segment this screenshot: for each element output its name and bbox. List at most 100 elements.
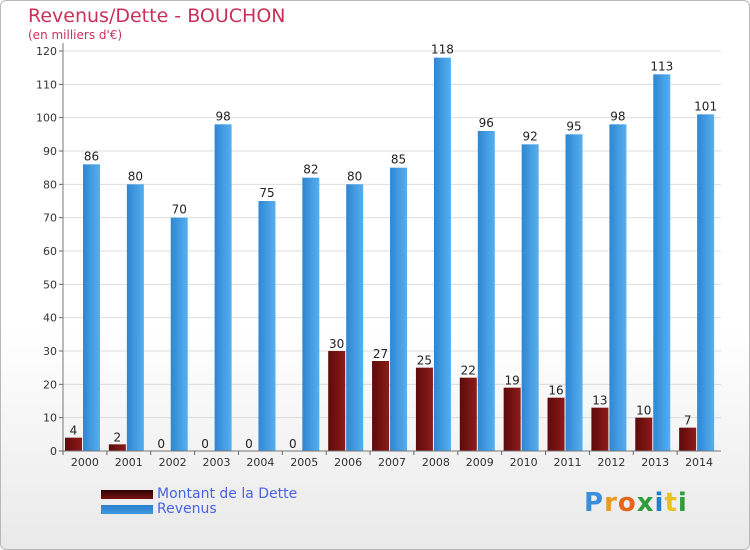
y-tick-label: 70 bbox=[43, 212, 57, 225]
y-tick-label: 20 bbox=[43, 378, 57, 391]
label-revenus-2007: 85 bbox=[391, 153, 406, 167]
label-dette-2013: 10 bbox=[636, 404, 651, 418]
label-dette-2001: 2 bbox=[114, 430, 122, 444]
x-tick-label-2004: 2004 bbox=[246, 456, 274, 469]
bar-revenus-2011 bbox=[565, 134, 583, 452]
logo-letter: r bbox=[604, 488, 618, 518]
logo-letter: i bbox=[677, 488, 688, 518]
label-revenus-2011: 95 bbox=[566, 119, 581, 133]
logo-letter: x bbox=[636, 488, 655, 518]
y-tick-label: 100 bbox=[36, 112, 57, 125]
label-revenus-2003: 98 bbox=[215, 109, 230, 123]
label-revenus-2010: 92 bbox=[523, 129, 538, 143]
label-revenus-2002: 70 bbox=[172, 203, 187, 217]
bar-dette-2013 bbox=[635, 417, 653, 451]
label-dette-2000: 4 bbox=[70, 424, 78, 438]
label-dette-2014: 7 bbox=[684, 414, 692, 428]
bar-revenus-2014 bbox=[697, 114, 715, 451]
logo-letter: t bbox=[664, 488, 678, 518]
bar-dette-2008 bbox=[415, 367, 433, 451]
bar-revenus-2009 bbox=[477, 131, 495, 451]
bar-revenus-2003 bbox=[214, 124, 232, 451]
bar-revenus-2002 bbox=[170, 217, 188, 451]
logo-letter: i bbox=[654, 488, 665, 518]
y-tick-label: 80 bbox=[43, 178, 57, 191]
y-tick-label: 0 bbox=[50, 445, 57, 458]
y-tick-label: 10 bbox=[43, 412, 57, 425]
label-dette-2011: 16 bbox=[548, 384, 563, 398]
x-tick-label-2000: 2000 bbox=[71, 456, 99, 469]
x-tick-label-2008: 2008 bbox=[422, 456, 450, 469]
bar-dette-2010 bbox=[503, 387, 521, 451]
label-revenus-2008: 118 bbox=[431, 43, 454, 57]
bar-dette-2000 bbox=[65, 437, 82, 451]
x-tick-label-2012: 2012 bbox=[597, 456, 625, 469]
label-dette-2003: 0 bbox=[201, 437, 209, 451]
bar-revenus-2005 bbox=[302, 177, 320, 451]
y-tick-label: 120 bbox=[36, 45, 57, 58]
bars: 4 86 2 80 0 70 0 98 0 75 0 82 30 80 27 85 25 118 22 96 19 92 1… bbox=[65, 43, 717, 452]
bar-dette-2014 bbox=[679, 427, 697, 451]
x-tick-label-2011: 2011 bbox=[553, 456, 581, 469]
bar-dette-2009 bbox=[459, 377, 477, 451]
x-tick-label-2010: 2010 bbox=[510, 456, 538, 469]
bar-revenus-2012 bbox=[609, 124, 627, 451]
x-tick-label-2013: 2013 bbox=[641, 456, 669, 469]
bar-dette-2006 bbox=[328, 351, 346, 451]
label-dette-2004: 0 bbox=[245, 437, 253, 451]
x-tick-label-2001: 2001 bbox=[115, 456, 143, 469]
label-revenus-2014: 101 bbox=[694, 99, 717, 113]
logo-letter: o bbox=[617, 488, 637, 518]
x-tick-label-2005: 2005 bbox=[290, 456, 318, 469]
x-tick-label-2002: 2002 bbox=[159, 456, 187, 469]
y-axis: 0 10 20 30 40 50 60 70 80 90 100 110 120 bbox=[36, 43, 64, 458]
legend-label-revenus: Revenus bbox=[157, 501, 217, 517]
y-tick-label: 90 bbox=[43, 145, 57, 158]
legend-label-dette: Montant de la Dette bbox=[157, 486, 298, 502]
label-revenus-2009: 96 bbox=[479, 116, 494, 130]
label-revenus-2001: 80 bbox=[128, 169, 143, 183]
label-dette-2005: 0 bbox=[289, 437, 297, 451]
proxiti-logo: Proxiti bbox=[584, 488, 688, 518]
chart-title: Revenus/Dette - BOUCHON bbox=[28, 5, 286, 27]
label-dette-2010: 19 bbox=[505, 374, 520, 388]
y-tick-label: 110 bbox=[36, 78, 57, 91]
label-dette-2007: 27 bbox=[373, 347, 388, 361]
x-tick-label-2006: 2006 bbox=[334, 456, 362, 469]
bar-dette-2012 bbox=[591, 407, 609, 451]
label-revenus-2004: 75 bbox=[259, 186, 274, 200]
bar-revenus-2007 bbox=[390, 167, 408, 451]
bar-dette-2007 bbox=[372, 361, 390, 451]
label-revenus-2012: 98 bbox=[610, 109, 625, 123]
bar-revenus-2004 bbox=[258, 201, 276, 451]
bar-revenus-2013 bbox=[653, 74, 671, 451]
label-revenus-2005: 82 bbox=[303, 163, 318, 177]
chart-subtitle: (en milliers d'€) bbox=[28, 28, 123, 42]
label-dette-2008: 25 bbox=[417, 354, 432, 368]
label-revenus-2013: 113 bbox=[650, 59, 673, 73]
label-dette-2012: 13 bbox=[592, 394, 607, 408]
y-tick-label: 50 bbox=[43, 278, 57, 291]
logo-letter: P bbox=[584, 488, 605, 518]
bar-revenus-2008 bbox=[433, 57, 451, 452]
bar-revenus-2001 bbox=[126, 184, 144, 452]
label-revenus-2000: 86 bbox=[84, 149, 99, 163]
y-tick-label: 40 bbox=[43, 312, 57, 325]
y-tick-label: 60 bbox=[43, 245, 57, 258]
label-revenus-2006: 80 bbox=[347, 169, 362, 183]
x-axis: 2000 2001 2002 2003 2004 2005 2006 2007 2008 2009… bbox=[62, 450, 721, 469]
x-tick-label-2003: 2003 bbox=[203, 456, 231, 469]
bar-revenus-2006 bbox=[346, 184, 364, 452]
label-dette-2002: 0 bbox=[157, 437, 165, 451]
label-dette-2009: 22 bbox=[461, 364, 476, 378]
label-dette-2006: 30 bbox=[329, 337, 344, 351]
legend-swatch-dette bbox=[101, 490, 153, 499]
bar-dette-2001 bbox=[108, 444, 126, 451]
y-tick-label: 30 bbox=[43, 345, 57, 358]
x-tick-label-2009: 2009 bbox=[466, 456, 494, 469]
bar-revenus-2000 bbox=[83, 164, 100, 452]
x-tick-label-2007: 2007 bbox=[378, 456, 406, 469]
bar-dette-2011 bbox=[547, 397, 565, 451]
legend-swatch-revenus bbox=[101, 505, 153, 514]
